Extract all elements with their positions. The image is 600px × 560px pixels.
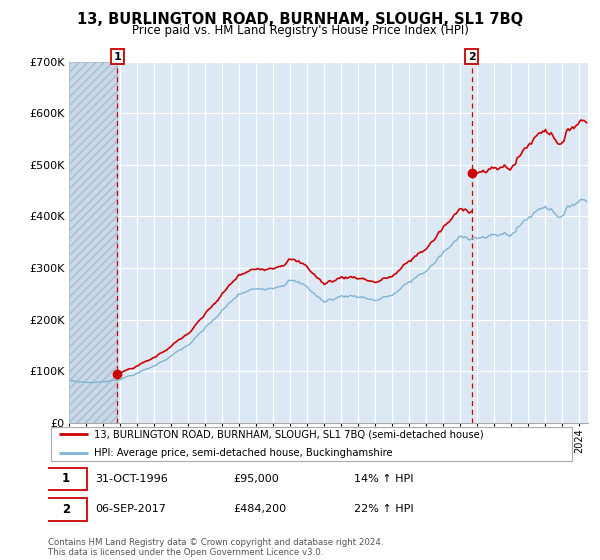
Text: 06-SEP-2017: 06-SEP-2017 <box>95 505 166 515</box>
Text: 14% ↑ HPI: 14% ↑ HPI <box>354 474 414 484</box>
Text: Contains HM Land Registry data © Crown copyright and database right 2024.
This d: Contains HM Land Registry data © Crown c… <box>48 538 383 557</box>
FancyBboxPatch shape <box>50 427 572 460</box>
Text: 1: 1 <box>62 473 70 486</box>
Bar <box>69 62 117 423</box>
Text: 1: 1 <box>113 52 121 62</box>
Text: 13, BURLINGTON ROAD, BURNHAM, SLOUGH, SL1 7BQ (semi-detached house): 13, BURLINGTON ROAD, BURNHAM, SLOUGH, SL… <box>94 430 484 440</box>
Bar <box>69 62 117 423</box>
Text: 2: 2 <box>62 503 70 516</box>
Text: 2: 2 <box>468 52 476 62</box>
Text: 22% ↑ HPI: 22% ↑ HPI <box>354 505 414 515</box>
FancyBboxPatch shape <box>46 468 86 490</box>
Text: Price paid vs. HM Land Registry's House Price Index (HPI): Price paid vs. HM Land Registry's House … <box>131 24 469 36</box>
Text: £95,000: £95,000 <box>233 474 278 484</box>
Text: HPI: Average price, semi-detached house, Buckinghamshire: HPI: Average price, semi-detached house,… <box>94 447 393 458</box>
Text: £484,200: £484,200 <box>233 505 286 515</box>
Text: 31-OCT-1996: 31-OCT-1996 <box>95 474 168 484</box>
Text: 13, BURLINGTON ROAD, BURNHAM, SLOUGH, SL1 7BQ: 13, BURLINGTON ROAD, BURNHAM, SLOUGH, SL… <box>77 12 523 27</box>
FancyBboxPatch shape <box>46 498 86 521</box>
